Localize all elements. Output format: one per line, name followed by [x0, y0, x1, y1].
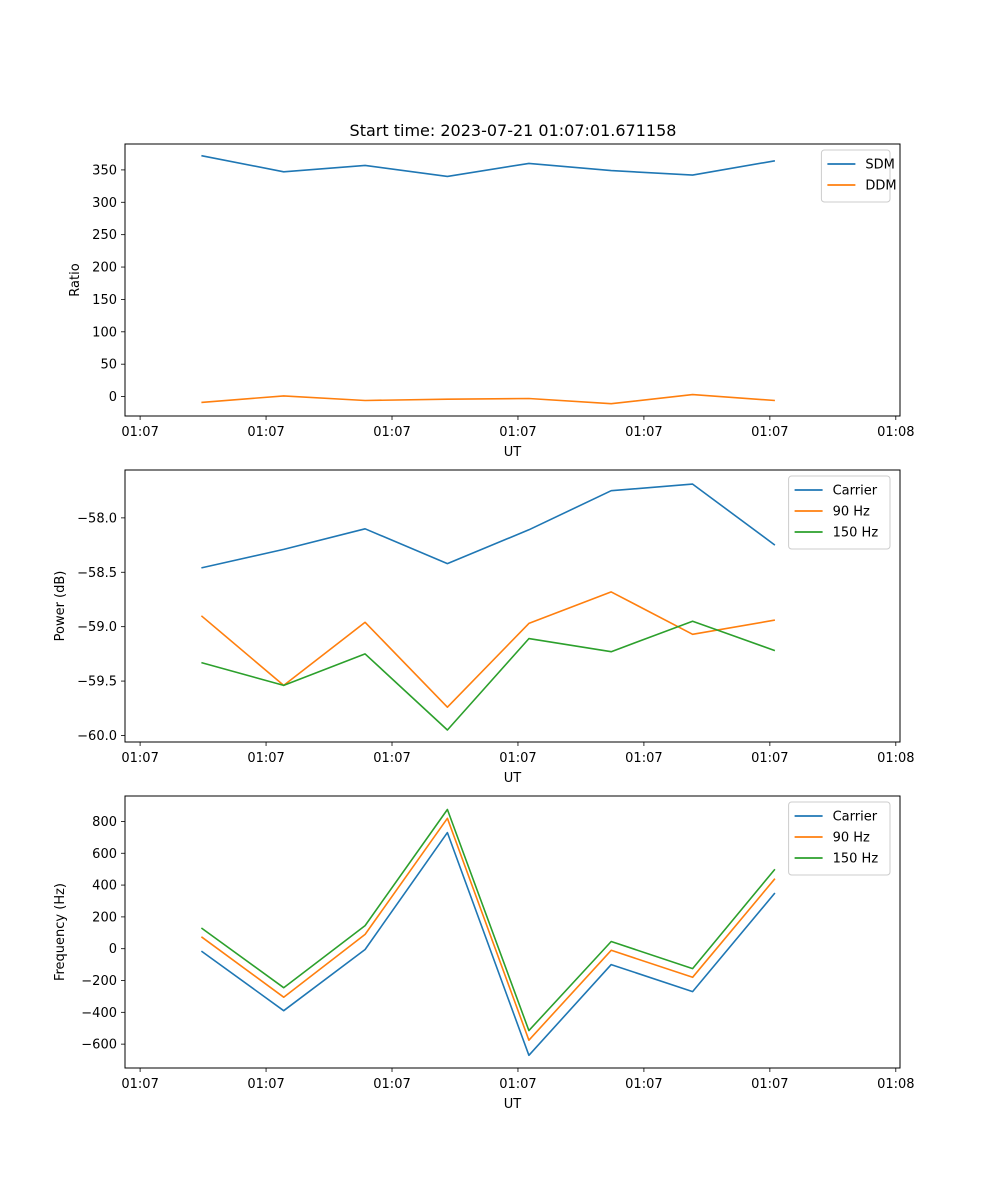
legend: Carrier 90 Hz 150 Hz: [788, 475, 891, 550]
x-axis-label: UT: [504, 1097, 522, 1112]
x-tick-label: 01:07: [751, 751, 788, 766]
y-tick-label: 0: [109, 390, 117, 405]
y-tick-label: 400: [92, 879, 117, 894]
y-tick-label: −400: [81, 1006, 117, 1021]
x-tick-label: 01:07: [499, 425, 536, 440]
x-tick-label: 01:08: [877, 751, 914, 766]
x-tick-label: 01:07: [751, 1077, 788, 1092]
series-line-ddm: [201, 393, 775, 405]
legend: SDM DDM: [820, 149, 897, 203]
y-tick-label: 100: [92, 325, 117, 340]
y-tick-label: −58.5: [77, 566, 117, 581]
x-tick-label: 01:07: [625, 1077, 662, 1092]
legend-box: [820, 149, 891, 203]
x-tick-label: 01:07: [499, 751, 536, 766]
legend-label: 150 Hz: [833, 526, 879, 541]
y-tick-label: 0: [109, 942, 117, 957]
y-tick-label: 800: [92, 815, 117, 830]
legend-box: [788, 475, 891, 550]
legend-label: 90 Hz: [833, 505, 870, 520]
y-tick-label: −600: [81, 1038, 117, 1053]
series-line-150-hz: [200, 808, 776, 1032]
y-tick-label: 350: [92, 163, 117, 178]
x-tick-label: 01:07: [121, 425, 158, 440]
y-tick-label: −58.0: [77, 511, 117, 526]
legend-label: SDM: [865, 158, 894, 173]
y-axis-label: Ratio: [68, 263, 83, 296]
x-axis-label: UT: [504, 445, 522, 460]
y-tick-label: 600: [92, 847, 117, 862]
x-tick-label: 01:07: [373, 751, 410, 766]
y-tick-label: 300: [92, 196, 117, 211]
series-line-carrier: [200, 831, 776, 1057]
x-tick-label: 01:07: [247, 425, 284, 440]
axes-panel-1: 0 50 100 150 200 250 300 350 01:07 01:07 01:07 01:0…: [68, 143, 915, 460]
y-axis-label: Power (dB): [53, 571, 68, 642]
x-tick-label: 01:08: [877, 1077, 914, 1092]
legend-label: Carrier: [833, 484, 878, 499]
y-tick-label: −60.0: [77, 729, 117, 744]
series-line-90-hz: [200, 591, 776, 709]
plot-frame: [124, 143, 901, 417]
x-axis-label: UT: [504, 771, 522, 786]
x-tick-label: 01:07: [499, 1077, 536, 1092]
x-tick-label: 01:07: [247, 1077, 284, 1092]
legend-label: Carrier: [833, 810, 878, 825]
legend-label: DDM: [865, 179, 896, 194]
y-tick-label: −59.5: [77, 675, 117, 690]
axes-panel-3: −600 −400 −200 0 200 400 600 800 01:07 01:07 01:07…: [53, 795, 915, 1112]
legend-box: [788, 801, 891, 876]
series-line-90-hz: [200, 817, 776, 1041]
series-line-sdm: [201, 154, 776, 178]
y-tick-label: 250: [92, 228, 117, 243]
figure-title: Start time: 2023-07-21 01:07:01.671158: [350, 121, 677, 140]
x-tick-label: 01:07: [373, 425, 410, 440]
x-tick-label: 01:08: [877, 425, 914, 440]
x-tick-label: 01:07: [121, 1077, 158, 1092]
legend: Carrier 90 Hz 150 Hz: [788, 801, 891, 876]
x-tick-label: 01:07: [751, 425, 788, 440]
y-tick-label: −200: [81, 974, 117, 989]
x-tick-label: 01:07: [247, 751, 284, 766]
y-tick-label: 200: [92, 261, 117, 276]
x-tick-label: 01:07: [373, 1077, 410, 1092]
y-tick-label: 200: [92, 910, 117, 925]
series-line-150-hz: [201, 620, 776, 731]
plot-frame: [124, 795, 901, 1069]
y-axis-label: Frequency (Hz): [53, 883, 68, 981]
legend-label: 150 Hz: [833, 852, 879, 867]
x-tick-label: 01:07: [625, 425, 662, 440]
plot-frame: [124, 469, 901, 743]
y-tick-label: −59.0: [77, 620, 117, 635]
y-tick-label: 50: [100, 358, 117, 373]
x-tick-label: 01:07: [121, 751, 158, 766]
x-tick-label: 01:07: [625, 751, 662, 766]
y-tick-label: 150: [92, 293, 117, 308]
axes-panel-2: −60.0 −59.5 −59.0 −58.5 −58.0 01:07 01:07 01:07…: [53, 469, 915, 786]
legend-label: 90 Hz: [833, 831, 870, 846]
series-line-carrier: [201, 483, 776, 569]
